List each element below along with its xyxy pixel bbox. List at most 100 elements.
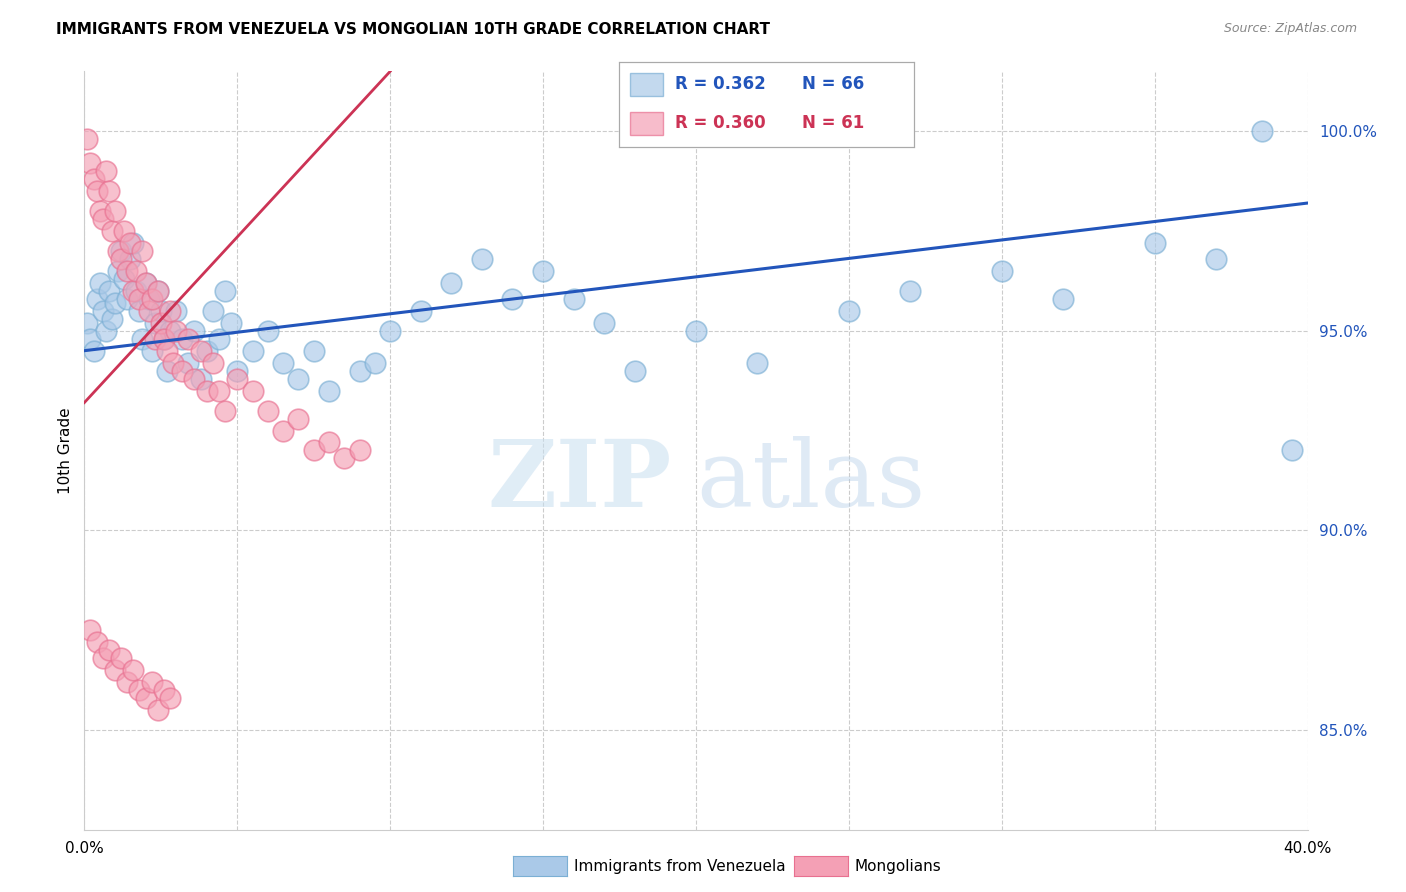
Point	[991, 264, 1014, 278]
Point	[172, 364, 194, 378]
Point	[287, 411, 309, 425]
Point	[349, 364, 371, 378]
Text: Mongolians: Mongolians	[855, 859, 942, 873]
Text: N = 61: N = 61	[801, 114, 863, 132]
Point	[153, 682, 176, 697]
Point	[79, 332, 101, 346]
Point	[149, 316, 172, 330]
Point	[125, 284, 148, 298]
Point	[110, 252, 132, 266]
Text: atlas: atlas	[696, 436, 925, 525]
Point	[593, 316, 616, 330]
Text: Immigrants from Venezuela: Immigrants from Venezuela	[574, 859, 786, 873]
Point	[122, 235, 145, 250]
Point	[101, 311, 124, 326]
Point	[141, 674, 163, 689]
Point	[287, 371, 309, 385]
Point	[162, 356, 184, 370]
Point	[333, 451, 356, 466]
Point	[502, 292, 524, 306]
Point	[159, 324, 181, 338]
Point	[94, 324, 117, 338]
Point	[195, 343, 218, 358]
Point	[135, 276, 157, 290]
Point	[146, 284, 169, 298]
Point	[141, 292, 163, 306]
Point	[531, 264, 554, 278]
Point	[302, 343, 325, 358]
Point	[110, 651, 132, 665]
Point	[1052, 292, 1074, 306]
Point	[172, 332, 194, 346]
Point	[97, 284, 120, 298]
Point	[115, 264, 138, 278]
Point	[143, 316, 166, 330]
Point	[101, 224, 124, 238]
Point	[1205, 252, 1227, 266]
Point	[271, 424, 294, 438]
Point	[190, 343, 212, 358]
Point	[97, 643, 120, 657]
Point	[107, 244, 129, 258]
Point	[79, 623, 101, 637]
Point	[83, 172, 105, 186]
Point	[183, 324, 205, 338]
Point	[1143, 235, 1166, 250]
Point	[318, 435, 340, 450]
Point	[302, 443, 325, 458]
Point	[1281, 443, 1303, 458]
Text: Source: ZipAtlas.com: Source: ZipAtlas.com	[1223, 22, 1357, 36]
Point	[128, 682, 150, 697]
Point	[1250, 124, 1272, 138]
Point	[190, 371, 212, 385]
Point	[165, 303, 187, 318]
Point	[138, 292, 160, 306]
Point	[364, 356, 387, 370]
Point	[195, 384, 218, 398]
Point	[91, 651, 114, 665]
Point	[120, 252, 142, 266]
Point	[562, 292, 585, 306]
Point	[131, 244, 153, 258]
Text: ZIP: ZIP	[488, 436, 672, 525]
Y-axis label: 10th Grade: 10th Grade	[58, 407, 73, 494]
Point	[122, 284, 145, 298]
Text: R = 0.360: R = 0.360	[675, 114, 765, 132]
Point	[214, 403, 236, 417]
Point	[112, 272, 135, 286]
Point	[89, 204, 111, 219]
Point	[380, 324, 402, 338]
Point	[159, 690, 181, 705]
Point	[242, 343, 264, 358]
FancyBboxPatch shape	[630, 72, 664, 96]
Point	[122, 663, 145, 677]
Point	[201, 303, 224, 318]
Point	[131, 332, 153, 346]
Point	[115, 292, 138, 306]
Point	[135, 690, 157, 705]
Point	[271, 356, 294, 370]
Point	[159, 303, 181, 318]
Point	[624, 364, 647, 378]
Point	[747, 356, 769, 370]
Point	[349, 443, 371, 458]
Point	[177, 332, 200, 346]
Point	[257, 324, 280, 338]
Point	[94, 164, 117, 178]
Point	[409, 303, 432, 318]
Point	[257, 403, 280, 417]
Point	[104, 663, 127, 677]
Point	[91, 303, 114, 318]
Point	[146, 284, 169, 298]
Point	[76, 132, 98, 146]
Point	[177, 356, 200, 370]
Point	[201, 356, 224, 370]
Point	[219, 316, 242, 330]
Point	[104, 295, 127, 310]
Point	[165, 324, 187, 338]
Point	[208, 332, 231, 346]
Point	[183, 371, 205, 385]
Point	[143, 332, 166, 346]
Point	[135, 276, 157, 290]
Point	[685, 324, 707, 338]
